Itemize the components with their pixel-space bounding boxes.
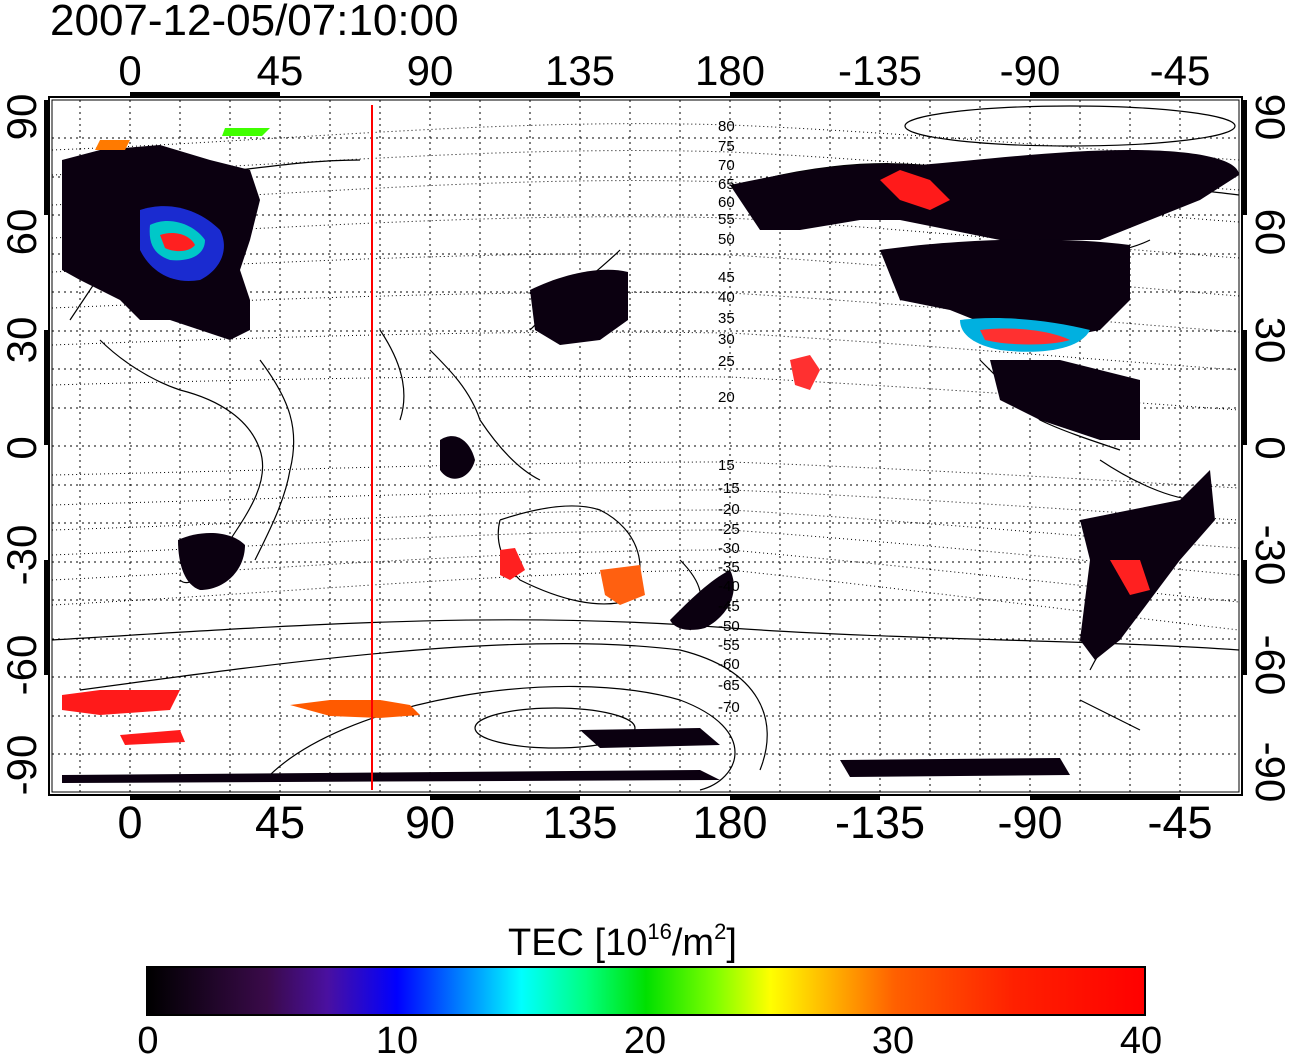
colorbar-tick: 40 <box>1119 1020 1163 1062</box>
lon-tick: 135 <box>542 797 618 848</box>
contour-label: 25 <box>718 353 735 370</box>
lon-tick: -90 <box>997 797 1063 848</box>
contour-label: -50 <box>718 618 740 635</box>
colorbar-tick: 0 <box>137 1020 159 1062</box>
contour-label: -35 <box>718 559 740 576</box>
contour-label: 55 <box>718 211 735 228</box>
contour-label: 30 <box>718 331 735 348</box>
tec-data-patches <box>62 128 1239 783</box>
colorbar-title-end: ] <box>726 922 737 964</box>
lon-tick: 0 <box>117 797 143 848</box>
contour-label: -40 <box>718 578 740 595</box>
lon-tick: -45 <box>1147 797 1213 848</box>
contour-label: -15 <box>718 480 740 497</box>
contour-label: 75 <box>718 138 735 155</box>
contour-labels: 80 75 70 65 60 55 50 45 40 35 30 25 20 1… <box>718 118 740 716</box>
contour-label: -65 <box>718 677 740 694</box>
contour-label: 65 <box>718 176 735 193</box>
colorbar-tick: 10 <box>375 1020 419 1062</box>
lon-tick: 45 <box>256 47 304 94</box>
contour-label: -30 <box>718 540 740 557</box>
lon-tick: 0 <box>118 47 142 94</box>
lon-tick: 135 <box>544 47 616 94</box>
contour-label: -60 <box>718 656 740 673</box>
colorbar-tick: 20 <box>623 1020 667 1062</box>
contour-label: 50 <box>718 231 735 248</box>
contour-label: -20 <box>718 501 740 518</box>
plot-title: 2007-12-05/07:10:00 <box>50 0 459 45</box>
contour-label: 20 <box>718 389 735 406</box>
colorbar-title: TEC [1016/m2] <box>508 910 737 965</box>
contour-label: 45 <box>718 269 735 286</box>
lon-tick: -135 <box>834 797 926 848</box>
contour-label: 80 <box>718 118 735 135</box>
lon-tick: -90 <box>999 47 1061 94</box>
colorbar-title-text: TEC [10 <box>508 922 648 964</box>
contour-label: 15 <box>718 457 735 474</box>
colorbar-title-exponent: 16 <box>647 919 672 944</box>
lon-tick: 90 <box>404 797 456 848</box>
contour-label: 40 <box>718 289 735 306</box>
contour-label: 35 <box>718 310 735 327</box>
colorbar-title-exponent2: 2 <box>714 919 727 944</box>
lon-tick: 180 <box>692 797 768 848</box>
contour-label: -45 <box>718 598 740 615</box>
lon-tick: 90 <box>406 47 454 94</box>
colorbar <box>146 966 1146 1016</box>
lon-tick: 180 <box>694 47 766 94</box>
lon-tick: -45 <box>1149 47 1211 94</box>
contour-label: 70 <box>718 157 735 174</box>
colorbar-title-unit: /m <box>671 922 715 964</box>
lon-tick: -135 <box>837 47 923 94</box>
lon-tick: 45 <box>254 797 306 848</box>
contour-label: 60 <box>718 194 735 211</box>
contour-label: -55 <box>718 637 740 654</box>
colorbar-tick: 30 <box>871 1020 915 1062</box>
contour-label: -25 <box>718 521 740 538</box>
contour-label: -70 <box>718 699 740 716</box>
